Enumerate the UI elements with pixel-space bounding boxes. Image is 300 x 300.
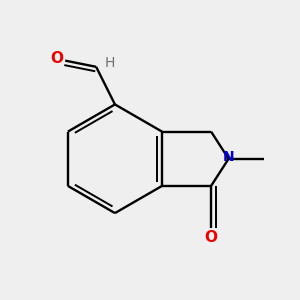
Text: H: H	[104, 56, 115, 70]
Text: N: N	[223, 150, 234, 164]
Text: O: O	[50, 51, 63, 66]
Text: O: O	[205, 230, 218, 245]
